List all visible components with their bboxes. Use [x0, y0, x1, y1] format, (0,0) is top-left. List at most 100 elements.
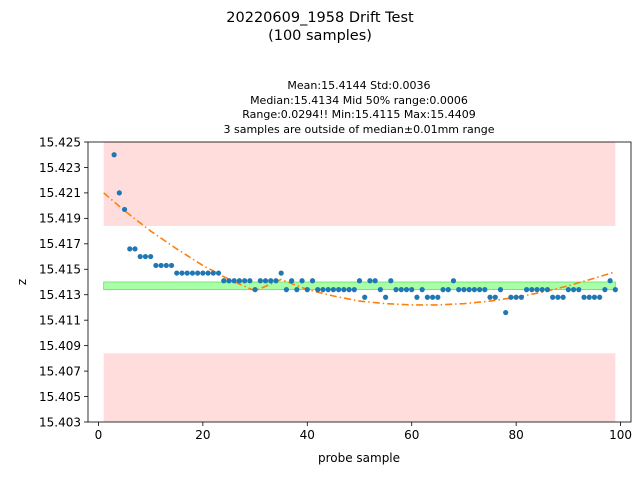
sample-point: [383, 294, 389, 300]
x-tick-label: 80: [508, 428, 523, 442]
sample-point: [461, 287, 467, 293]
stats-line-1: Mean:15.4144 Std:0.0036: [287, 79, 430, 92]
range-bands: [103, 142, 616, 422]
sample-point: [393, 287, 399, 293]
sample-point: [320, 287, 326, 293]
x-tick-label: 20: [195, 428, 210, 442]
y-axis-label: z: [15, 279, 29, 285]
sample-point: [247, 278, 253, 284]
sample-point: [581, 294, 587, 300]
sample-point: [153, 262, 159, 269]
sample-point: [325, 287, 331, 293]
y-tick-label: 15.413: [39, 288, 81, 302]
sample-point: [435, 294, 441, 300]
sample-point: [200, 270, 206, 276]
sample-point: [523, 287, 530, 293]
sample-point: [430, 294, 436, 300]
sample-point: [273, 278, 279, 284]
sample-point: [607, 278, 613, 284]
sample-point: [456, 287, 462, 293]
sample-point: [158, 262, 164, 269]
plot-area: [87, 141, 632, 423]
sample-point: [336, 287, 342, 293]
sample-point: [163, 262, 169, 269]
sample-point: [550, 294, 556, 300]
sample-point: [487, 294, 493, 300]
sample-point: [210, 270, 216, 276]
stats-line-4: 3 samples are outside of median±0.01mm r…: [223, 123, 494, 136]
sample-point: [278, 270, 284, 276]
sample-point: [409, 287, 415, 293]
sample-point: [482, 287, 488, 293]
x-tick-label: 0: [95, 428, 103, 442]
sample-point: [555, 294, 561, 300]
sample-point: [257, 278, 263, 284]
sample-point: [576, 287, 582, 293]
sample-point: [315, 287, 321, 293]
sample-point: [132, 246, 138, 252]
sample-point: [612, 287, 618, 293]
sample-point: [586, 294, 592, 300]
band-outside-high: [103, 142, 616, 226]
x-axis-ticks: 0 20 40 60 80 100: [95, 422, 632, 442]
sample-point: [362, 294, 368, 300]
sample-point: [351, 287, 357, 293]
sample-point: [252, 287, 258, 293]
sample-point: [367, 278, 373, 284]
band-outside-low: [103, 353, 616, 422]
sample-point: [304, 287, 310, 293]
sample-point: [111, 152, 117, 158]
sample-point: [142, 253, 149, 260]
sample-point: [419, 287, 425, 293]
sample-point: [341, 287, 347, 293]
sample-point: [476, 287, 483, 293]
sample-point: [539, 287, 545, 293]
sample-point: [388, 278, 394, 284]
y-tick-label: 15.423: [39, 161, 81, 175]
sample-point: [231, 278, 237, 284]
y-tick-label: 15.405: [39, 390, 81, 404]
y-tick-label: 15.403: [39, 415, 81, 429]
sample-point: [466, 287, 472, 293]
sample-point: [565, 287, 571, 293]
y-tick-label: 15.425: [39, 135, 81, 149]
sample-point: [398, 287, 404, 293]
sample-point: [127, 246, 133, 252]
sample-points: [111, 152, 618, 316]
sample-point: [262, 278, 269, 284]
x-tick-label: 100: [609, 428, 632, 442]
sample-point: [189, 270, 196, 276]
x-tick-label: 60: [404, 428, 419, 442]
axes-frame: [87, 141, 632, 423]
sample-point: [174, 270, 180, 276]
sample-point: [268, 278, 274, 284]
sample-point: [309, 278, 316, 284]
sample-point: [570, 287, 577, 293]
sample-point: [137, 253, 143, 260]
sample-point: [450, 278, 457, 284]
sample-point: [294, 287, 300, 293]
y-tick-label: 15.417: [39, 237, 81, 251]
sample-point: [215, 270, 222, 276]
sample-point: [289, 278, 295, 284]
sample-point: [356, 278, 363, 284]
sample-point: [179, 270, 185, 276]
sample-point: [221, 278, 227, 284]
sample-point: [597, 294, 603, 300]
trend-line: [103, 192, 616, 306]
sample-point: [116, 190, 122, 196]
sample-point: [372, 278, 378, 284]
sample-point: [283, 287, 289, 293]
y-tick-label: 15.415: [39, 263, 81, 277]
x-tick-label: 40: [300, 428, 315, 442]
y-axis-ticks: 15.403 15.405 15.407 15.409 15.411 15.413 15.4…: [39, 135, 88, 429]
sample-point: [560, 294, 566, 300]
sample-point: [424, 294, 430, 300]
sample-point: [534, 287, 540, 293]
sample-point: [236, 278, 243, 284]
sample-point: [513, 294, 519, 300]
chart-title: 20220609_1958 Drift Test: [226, 10, 414, 26]
sample-point: [184, 270, 190, 276]
y-tick-label: 15.411: [39, 313, 81, 327]
